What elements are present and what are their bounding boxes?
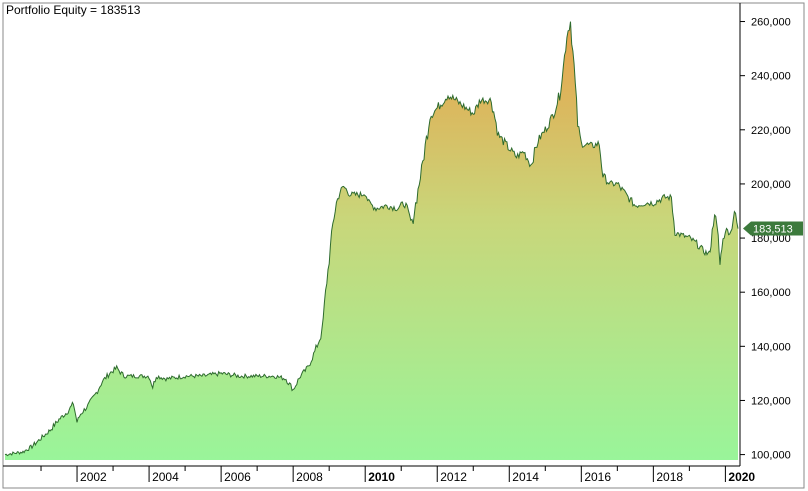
y-tick-label: 240,000 — [751, 71, 791, 83]
y-tick-label: 100,000 — [751, 450, 791, 462]
y-axis-ticks: 100,000 120,000 140,000 160,000 180,000 200,0… — [740, 17, 791, 462]
equity-area — [5, 21, 738, 460]
x-axis-ticks: 2002 2004 2006 2008 2010 2012 2014 2016 2018 2020 — [40, 466, 755, 484]
x-tick-label: 2016 — [584, 470, 611, 484]
last-value-badge: 183,513 — [743, 221, 803, 236]
x-tick-label: 2002 — [80, 470, 107, 484]
y-tick-label: 200,000 — [751, 179, 791, 191]
y-tick-label: 220,000 — [751, 125, 791, 137]
y-tick-label: 140,000 — [751, 341, 791, 353]
x-tick-label: 2012 — [440, 470, 467, 484]
last-value-label: 183,513 — [753, 224, 793, 236]
x-tick-label: 2010 — [368, 470, 395, 484]
x-tick-label: 2004 — [152, 470, 179, 484]
x-tick-label: 2006 — [224, 470, 251, 484]
x-tick-label: 2020 — [728, 470, 755, 484]
y-tick-label: 160,000 — [751, 287, 791, 299]
y-tick-label: 260,000 — [751, 17, 791, 29]
equity-line — [4, 21, 739, 457]
y-tick-label: 180,000 — [751, 233, 791, 245]
x-tick-label: 2018 — [656, 470, 683, 484]
x-tick-label: 2008 — [296, 470, 323, 484]
chart-title: Portfolio Equity = 183513 — [6, 3, 141, 17]
last-value-badge-shape — [743, 221, 803, 236]
x-tick-label: 2014 — [512, 470, 539, 484]
y-tick-label: 120,000 — [751, 395, 791, 407]
